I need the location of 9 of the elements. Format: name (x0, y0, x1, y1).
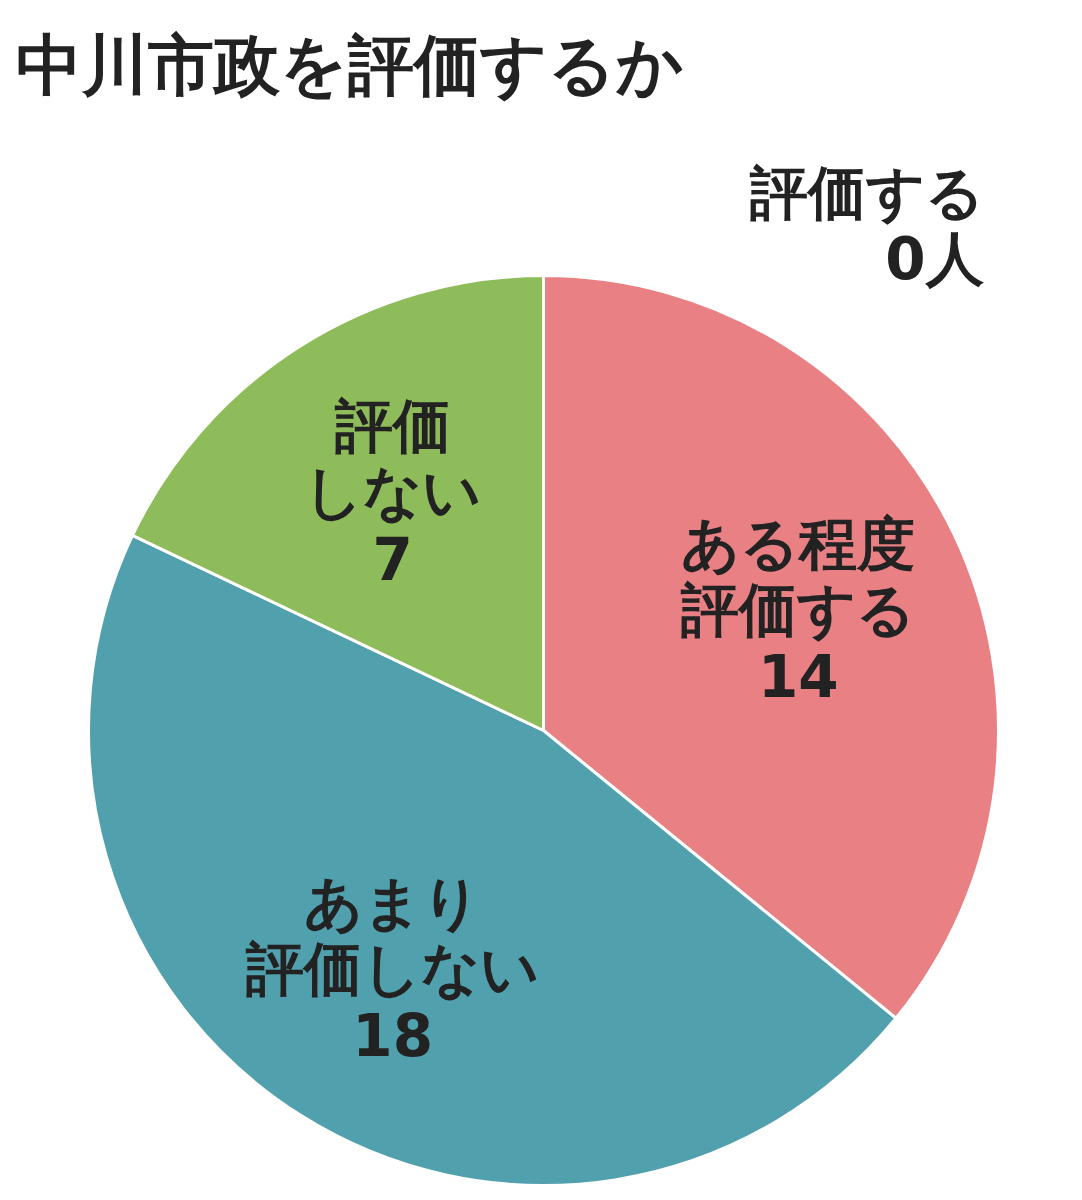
slice-label: ある程度評価する (680, 509, 916, 644)
chart-title: 中川市政を評価するか (15, 27, 684, 104)
data-label: 18 (352, 1002, 434, 1071)
slice-label: あまり評価しない (245, 868, 540, 1003)
category-label: 評価する (749, 158, 984, 227)
text: 0人 (885, 224, 984, 293)
data-label: 7 (372, 525, 413, 594)
data-label: 14 (758, 643, 839, 712)
slice-label: 評価しない (304, 392, 482, 527)
